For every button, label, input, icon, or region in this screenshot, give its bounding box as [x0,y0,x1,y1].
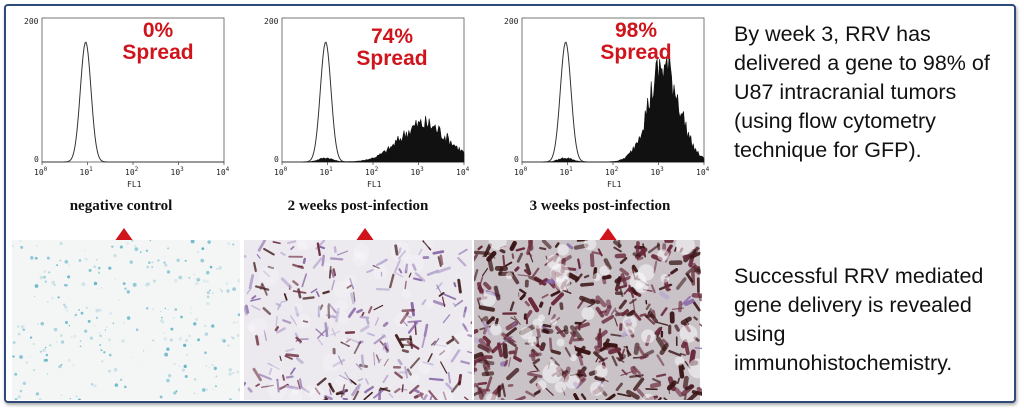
histogram-chart: 200 0 100 101 102 103 104 FL1 [264,17,470,189]
x-axis-label: FL1 [127,180,142,189]
spread-word: Spread [600,41,672,64]
micrograph-background [244,240,472,400]
spread-label: 0% Spread [108,20,208,64]
immunohistochemistry-description: Successful RRV mediated gene delivery is… [734,264,984,375]
x-tick-label: 102 [365,166,379,177]
spread-label: 98% Spread [586,20,686,64]
micrograph-background [12,240,240,400]
x-tick-label: 100 [34,166,48,177]
x-tick-label: 103 [651,166,665,177]
spread-percent: 0% [142,19,174,42]
y-max-label: 200 [504,17,519,26]
micrograph-2-weeks [244,240,472,400]
control-outline [42,41,224,163]
x-tick-label: 101 [560,166,574,177]
y-max-label: 200 [24,17,39,26]
histogram-panel-3-weeks: 200 0 100 101 102 103 104 FL1 98% Spread [504,10,724,190]
spread-word: Spread [122,41,194,64]
x-tick-label: 104 [696,166,710,177]
y-max-label: 200 [264,17,279,26]
infected-filled-peak [302,115,465,163]
spread-word: Spread [356,47,428,70]
micrograph-3-weeks [474,240,702,400]
x-tick-label: 104 [216,166,230,177]
histogram-chart: 200 0 100 101 102 103 104 FL1 [504,17,710,189]
infected-filled-peak [542,52,705,163]
stain-texture [244,240,472,400]
x-tick-label: 101 [80,166,94,177]
x-tick-label: 102 [125,166,139,177]
y-min-label: 0 [34,155,39,164]
histogram-chart: 200 0 100 101 102 103 104 FL1 [24,17,230,189]
x-tick-label: 102 [605,166,619,177]
stain-texture [474,240,702,400]
spread-label: 74% Spread [342,26,442,70]
x-tick-label: 100 [274,166,288,177]
x-tick-label: 101 [320,166,334,177]
histogram-panel-2-weeks: 200 0 100 101 102 103 104 FL1 74% Spread [264,10,484,190]
spread-percent: 98% [614,19,658,42]
caption-negative-control: negative control [69,198,173,214]
x-axis-label: FL1 [607,180,622,189]
y-min-label: 0 [274,155,279,164]
caption-3-weeks: 3 weeks post-infection [529,198,671,214]
stain-texture [12,240,240,400]
y-min-label: 0 [514,155,519,164]
x-tick-label: 103 [411,166,425,177]
flow-cytometry-description: By week 3, RRV has delivered a gene to 9… [734,22,990,162]
caption-2-weeks: 2 weeks post-infection [287,198,429,214]
x-tick-label: 100 [514,166,528,177]
histogram-panel-negative: 200 0 100 101 102 103 104 FL1 0% Spread [24,10,244,190]
spread-percent: 74% [370,25,414,48]
x-tick-label: 103 [171,166,185,177]
micrograph-negative-control [12,240,240,400]
x-tick-label: 104 [456,166,470,177]
x-axis-label: FL1 [367,180,382,189]
